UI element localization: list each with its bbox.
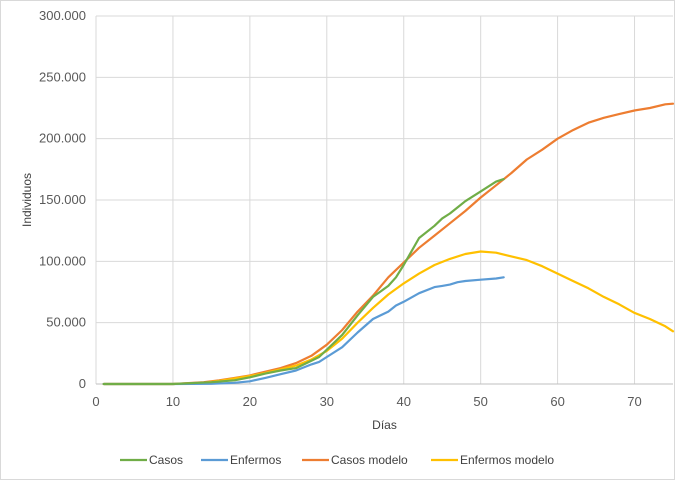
y-tick-label: 0 <box>79 376 86 391</box>
x-tick-label: 60 <box>550 394 564 409</box>
legend-label: Casos <box>149 453 183 467</box>
series-line-enfermos-modelo <box>102 250 675 386</box>
grid-lines <box>96 15 673 384</box>
legend-item: Enfermos modelo <box>431 453 554 467</box>
legend: Casos Enfermos Casos modelo Enfermos modelo <box>120 453 554 467</box>
y-tick-label: 250.000 <box>39 69 86 84</box>
y-tick-label: 200.000 <box>39 131 86 146</box>
x-tick-label: 0 <box>92 394 99 409</box>
x-tick-label: 20 <box>243 394 257 409</box>
y-tick-label: 100.000 <box>39 253 86 268</box>
legend-label: Casos modelo <box>331 453 408 467</box>
x-tick-label: 50 <box>473 394 487 409</box>
x-axis-title: Días <box>372 418 397 432</box>
y-tick-label: 150.000 <box>39 192 86 207</box>
x-tick-label: 10 <box>166 394 180 409</box>
legend-item: Casos <box>120 453 183 467</box>
legend-item: Enfermos <box>201 453 281 467</box>
y-tick-label: 300.000 <box>39 8 86 23</box>
x-tick-label: 70 <box>627 394 641 409</box>
y-tick-label: 50.000 <box>46 315 86 330</box>
legend-label: Enfermos modelo <box>460 453 554 467</box>
tick-labels: 0 50.000 100.000 150.000 200.000 250.000 300.0… <box>39 8 642 409</box>
series-lines <box>102 102 675 386</box>
series-line-casos-modelo <box>102 102 675 386</box>
legend-item: Casos modelo <box>302 453 408 467</box>
x-tick-label: 30 <box>320 394 334 409</box>
series-line-casos <box>102 178 505 386</box>
x-tick-label: 40 <box>396 394 410 409</box>
series-line-enfermos <box>102 276 505 386</box>
legend-label: Enfermos <box>230 453 281 467</box>
y-axis-title: Individuos <box>20 173 34 227</box>
